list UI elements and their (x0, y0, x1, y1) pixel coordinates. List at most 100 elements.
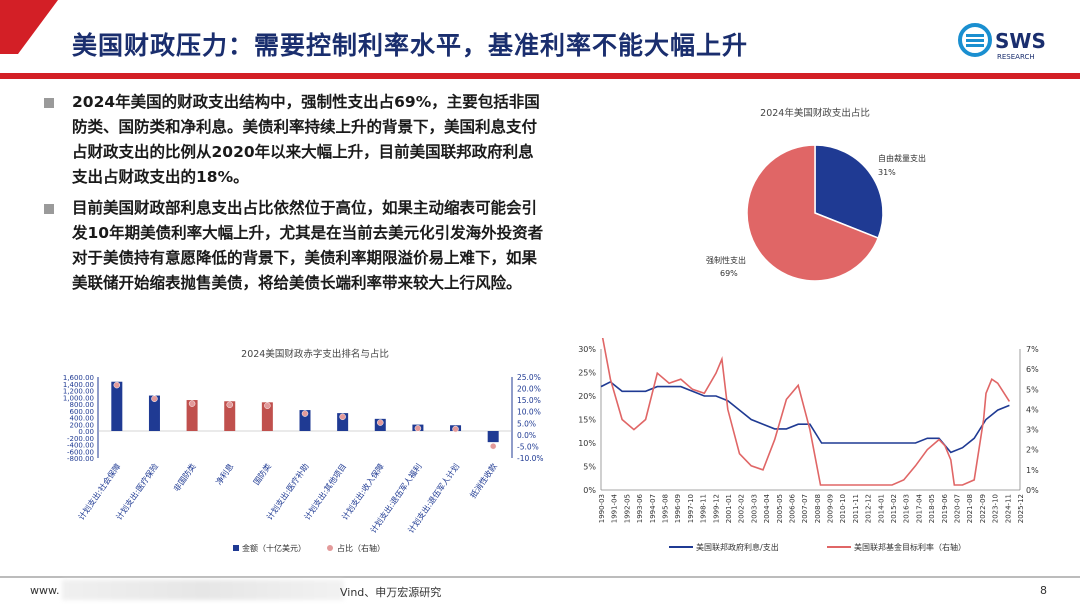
line-xtick-label: 1991-04 (611, 493, 619, 523)
legend-label-share: 占比（右轴） (337, 543, 385, 553)
line-xtick-label: 1999-12 (712, 494, 720, 523)
footer-redacted (62, 580, 344, 600)
line-xtick-label: 2014-01 (877, 494, 885, 523)
line-xtick-label: 1993-06 (636, 493, 644, 523)
bar-y2tick-label: 10.0% (517, 408, 541, 417)
legend-swatch-amount (233, 545, 239, 551)
header-red-underline (0, 73, 1080, 79)
bar-share-point (226, 401, 233, 409)
bar-amount (186, 400, 198, 431)
footer-website[interactable]: www. (30, 584, 60, 597)
line-xtick-label: 2021-08 (966, 494, 974, 523)
line-xtick-label: 2015-02 (890, 494, 898, 523)
line-xtick-label: 2003-03 (750, 494, 758, 523)
line-xtick-label: 2019-06 (941, 493, 949, 523)
bar-share-point (301, 410, 309, 417)
line-xtick-label: 2024-11 (1004, 494, 1012, 523)
pie-label-mandatory: 强制性支出 (706, 255, 746, 265)
legend-label-interest: 美国联邦政府利息/支出 (696, 542, 779, 552)
line-xtick-label: 2005-05 (776, 494, 784, 523)
line-xtick-label: 2009-09 (827, 494, 835, 523)
bar-ytick-label: 1,000.00 (63, 394, 94, 402)
line-ytick-label: 10% (578, 439, 596, 448)
bar-share-point (489, 442, 497, 450)
legend-label-fedrate: 美国联邦基金目标利率（右轴） (854, 542, 966, 552)
page-title: 美国财政压力：需要控制利率水平，基准利率不能大幅上升 (72, 31, 749, 60)
bar-amount (148, 395, 160, 431)
line-xtick-label: 1998-11 (700, 494, 708, 523)
bar-ytick-label: 600.00 (70, 408, 95, 416)
bar-category-label: 计划支出:其他项目 (302, 461, 348, 521)
bar-y2tick-label: 5.0% (517, 419, 536, 428)
bar-y2tick-label: -10.0% (517, 454, 544, 463)
bar-share-point (151, 395, 158, 403)
line-xtick-label: 1990-03 (598, 494, 606, 523)
bar-ytick-label: 0.00 (78, 428, 94, 436)
line-y2tick-label: 0% (1026, 486, 1039, 495)
legend-swatch-share (327, 545, 333, 551)
bar-ytick-label: 1,400.00 (63, 381, 94, 389)
line-xtick-label: 2011-11 (852, 494, 860, 523)
pie-slice-0 (814, 144, 884, 240)
line-xtick-label: 2025-12 (1017, 494, 1025, 523)
bar-ytick-label: 800.00 (70, 401, 95, 409)
line-y2tick-label: 5% (1026, 385, 1039, 394)
line-xtick-label: 1995-08 (661, 494, 669, 523)
line-ytick-label: 0% (583, 486, 596, 495)
line-xtick-label: 2008-08 (814, 494, 822, 523)
bullet-item: 2024年美国的财政支出结构中，强制性支出占69%，主要包括非国防类、国防类和净… (44, 90, 544, 190)
bar-share-point (377, 419, 384, 426)
bar-amount (261, 402, 273, 431)
bar-share-point (414, 425, 422, 432)
line-ytick-label: 5% (583, 463, 596, 472)
line-xtick-label: 2017-04 (915, 493, 923, 523)
line-series-fedrate (601, 338, 1011, 486)
bar-amount (487, 431, 499, 443)
header-banner (0, 0, 1080, 79)
bar-y2tick-label: 20.0% (517, 385, 541, 394)
sws-logo: SWS RESEARCH (958, 23, 1046, 61)
bar-amount (337, 413, 349, 431)
line-xtick-label: 2018-05 (928, 494, 936, 523)
bar-share-point (113, 381, 121, 389)
bullet-text: 2024年美国的财政支出结构中，强制性支出占69%，主要包括非国防类、国防类和净… (72, 93, 540, 186)
bullet-square-icon (44, 98, 54, 108)
line-xtick-label: 1992-05 (623, 494, 631, 523)
bar-category-label: 计划支出:社会保障 (76, 461, 122, 521)
line-ytick-label: 30% (578, 345, 596, 354)
line-xtick-label: 2001-01 (725, 494, 733, 523)
line-y2tick-label: 4% (1026, 405, 1039, 414)
bar-amount (224, 401, 236, 431)
line-xtick-label: 2022-09 (979, 494, 987, 523)
bar-y2tick-label: -5.0% (517, 442, 539, 451)
line-xtick-label: 2023-10 (992, 494, 1000, 523)
line-ytick-label: 15% (578, 416, 596, 425)
bar-category-label: 计划支出:医疗补助 (264, 461, 310, 521)
page-number: 8 (1040, 584, 1047, 597)
bar-ytick-label: -600.00 (67, 448, 94, 456)
line-ytick-label: 20% (578, 392, 596, 401)
line-ytick-label: 25% (578, 369, 596, 378)
bar-category-label: 国防类 (251, 461, 273, 486)
line-y2tick-label: 7% (1026, 345, 1039, 354)
bar-category-label: 抵消性收款 (468, 461, 499, 500)
logo-ring-icon (958, 23, 992, 57)
bar-y2tick-label: 0.0% (517, 431, 536, 440)
bullet-item: 目前美国财政部利息支出占比依然位于高位，如果主动缩表可能会引发10年期美债利率大… (44, 196, 544, 296)
line-y2tick-label: 6% (1026, 365, 1039, 374)
line-xtick-label: 2006-06 (788, 493, 796, 523)
bar-y2tick-label: 15.0% (517, 396, 541, 405)
logo-text: SWS (995, 29, 1046, 53)
line-xtick-label: 2020-07 (954, 494, 962, 523)
bar-ytick-label: -400.00 (67, 442, 94, 450)
footer-source: Vind、申万宏源研究 (340, 586, 442, 599)
bar-category-label: 计划支出:医疗保险 (114, 461, 160, 521)
line-xtick-label: 1994-07 (649, 494, 657, 523)
legend-label-amount: 金额（十亿美元） (242, 543, 306, 553)
bar-category-label: 净利息 (213, 461, 235, 486)
bar-share-point (339, 413, 346, 421)
bar-amount (299, 410, 311, 431)
header-red-ribbon-left (0, 0, 58, 54)
line-xtick-label: 1997-10 (687, 494, 695, 523)
line-y2tick-label: 3% (1026, 426, 1039, 435)
